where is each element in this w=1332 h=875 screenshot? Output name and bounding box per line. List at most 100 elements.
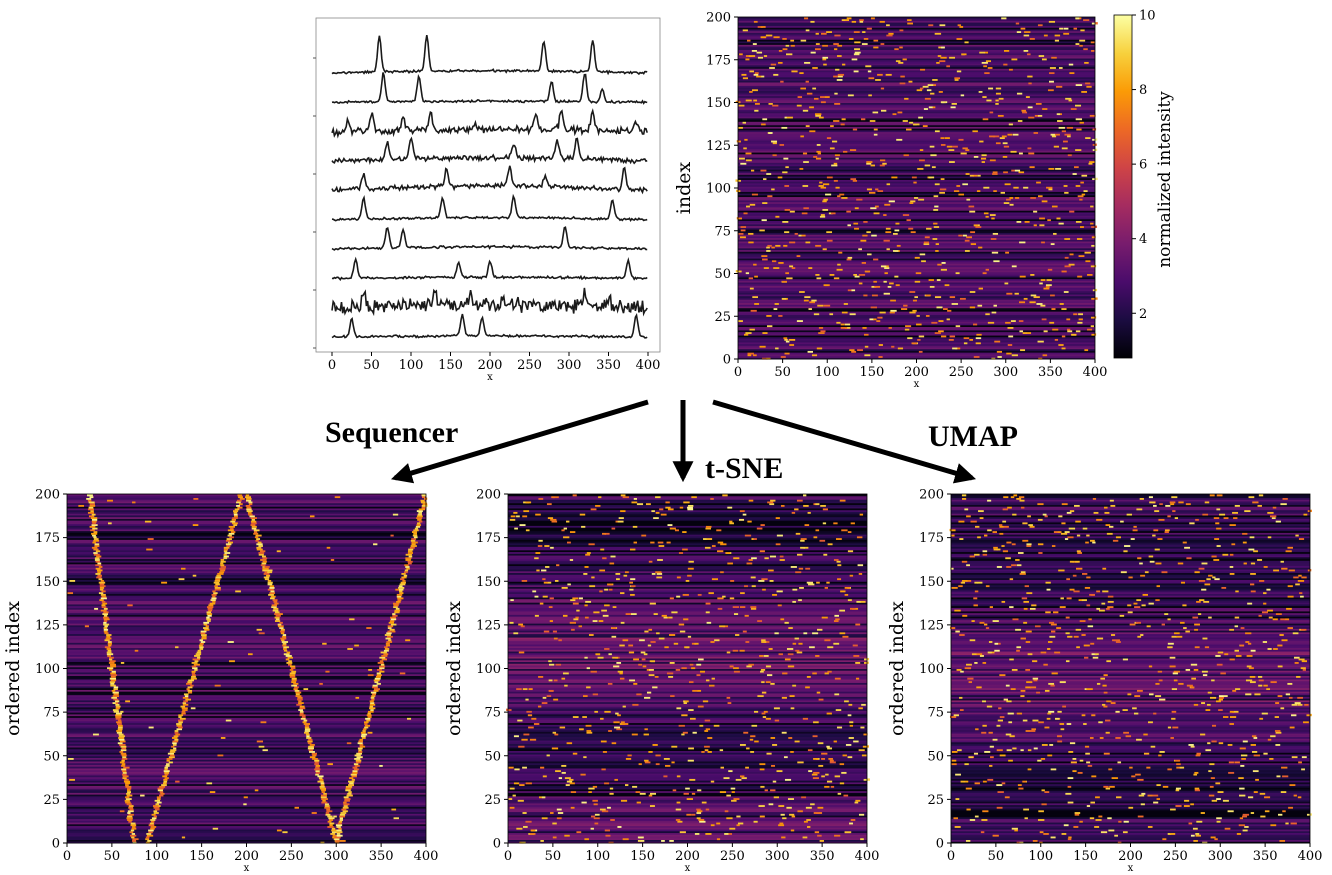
heatmap-peak	[229, 659, 235, 663]
heatmap-peak	[287, 656, 293, 659]
heatmap-peak	[281, 638, 285, 642]
heatmap-row	[738, 316, 1095, 319]
heatmap-peak	[969, 818, 976, 821]
heatmap-row	[951, 781, 1310, 785]
heatmap-row	[738, 133, 1095, 136]
heatmap-peak	[163, 778, 168, 781]
heatmap-peak	[1091, 225, 1098, 228]
heatmap-peak	[109, 659, 116, 663]
heatmap-peak	[801, 211, 808, 215]
heatmap-peak	[705, 602, 711, 605]
heatmap-peak	[812, 66, 818, 69]
heatmap-peak	[1295, 534, 1299, 537]
heatmap-row	[951, 708, 1310, 711]
heatmap-row	[951, 642, 1310, 645]
heatmap-peak	[555, 663, 562, 666]
heatmap-peak	[1288, 569, 1295, 572]
heatmap-peak	[297, 698, 303, 701]
heatmap-row	[951, 801, 1310, 804]
heatmap-peak	[1223, 694, 1228, 698]
heatmap-row	[67, 602, 426, 605]
heatmap-peak	[1175, 787, 1181, 790]
heatmap-peak	[1078, 598, 1084, 602]
heatmap-peak	[818, 116, 824, 119]
heatmap-peak	[302, 720, 307, 724]
heatmap-peak	[233, 513, 238, 516]
heatmap-row	[508, 581, 867, 584]
heatmap-row	[67, 799, 426, 802]
spectrum-line	[331, 72, 648, 105]
heatmap-peak	[661, 614, 667, 617]
heatmap-peak	[364, 722, 368, 725]
heatmap-peak	[776, 534, 783, 537]
heatmap-peak	[1063, 184, 1068, 187]
heatmap-row	[67, 781, 426, 785]
heatmap-peak	[724, 809, 729, 813]
heatmap-peak	[873, 133, 878, 136]
heatmap-row	[508, 609, 867, 612]
heatmap-row	[951, 802, 1310, 806]
heatmap-row	[67, 560, 426, 563]
heatmap-peak	[746, 205, 750, 208]
heatmap-peak	[982, 661, 987, 664]
heatmap-row	[508, 687, 867, 690]
heatmap-peak	[798, 598, 802, 602]
heatmap-peak	[1245, 692, 1252, 696]
heatmap-peak	[955, 324, 961, 328]
heatmap-peak	[733, 556, 740, 560]
heatmap-peak	[710, 823, 715, 827]
heatmap-peak	[821, 32, 827, 35]
heatmap-row	[67, 539, 426, 542]
heatmap-peak	[622, 722, 629, 725]
heatmap-peak	[969, 210, 976, 213]
heatmap-peak	[1090, 324, 1094, 328]
heatmap-peak	[951, 102, 957, 105]
heatmap-row	[738, 285, 1095, 288]
heatmap-peak	[963, 336, 970, 340]
heatmap-peak	[611, 626, 617, 629]
heatmap-peak	[1085, 259, 1091, 263]
heatmap-row	[738, 213, 1095, 216]
heatmap-row	[508, 670, 867, 673]
heatmap-row	[951, 617, 1310, 621]
heatmap-peak	[1010, 495, 1015, 499]
heatmap-peak	[946, 64, 951, 68]
heatmap-row	[508, 516, 867, 519]
heatmap-row	[508, 678, 867, 682]
heatmap-peak	[964, 40, 969, 44]
heatmap-peak	[607, 806, 611, 809]
heatmap-peak	[962, 497, 967, 500]
heatmap-peak	[239, 497, 245, 500]
heatmap-peak	[385, 642, 390, 645]
heatmap-peak	[1227, 743, 1233, 746]
heatmap-peak	[1052, 610, 1059, 614]
heatmap-peak	[203, 621, 210, 624]
heatmap-peak	[223, 549, 228, 553]
heatmap-peak	[1194, 628, 1198, 631]
heatmap-row	[508, 724, 867, 727]
heatmap-peak	[324, 806, 331, 809]
heatmap-peak	[306, 736, 312, 739]
heatmap-peak	[785, 44, 790, 47]
heatmap-peak	[207, 619, 211, 622]
heatmap-peak	[1079, 121, 1084, 124]
heatmap-row	[738, 336, 1095, 339]
heatmap-peak	[78, 504, 85, 507]
heatmap-row	[508, 781, 867, 785]
heatmap-peak	[776, 589, 783, 593]
heatmap-peak	[973, 323, 978, 326]
heatmap-peak	[958, 584, 963, 588]
heatmap-peak	[1086, 85, 1092, 88]
heatmap-peak	[823, 283, 829, 287]
heatmap-peak	[790, 750, 794, 753]
heatmap-peak	[187, 685, 193, 689]
heatmap-row	[508, 558, 867, 561]
heatmap-peak	[91, 518, 98, 521]
heatmap-peak	[1189, 521, 1195, 525]
heatmap-peak	[749, 287, 754, 290]
heatmap-peak	[1007, 133, 1013, 136]
heatmap-peak	[522, 687, 528, 691]
heatmap-peak	[1151, 794, 1159, 797]
heatmap-peak	[985, 215, 989, 218]
heatmap-peak	[1057, 734, 1062, 738]
